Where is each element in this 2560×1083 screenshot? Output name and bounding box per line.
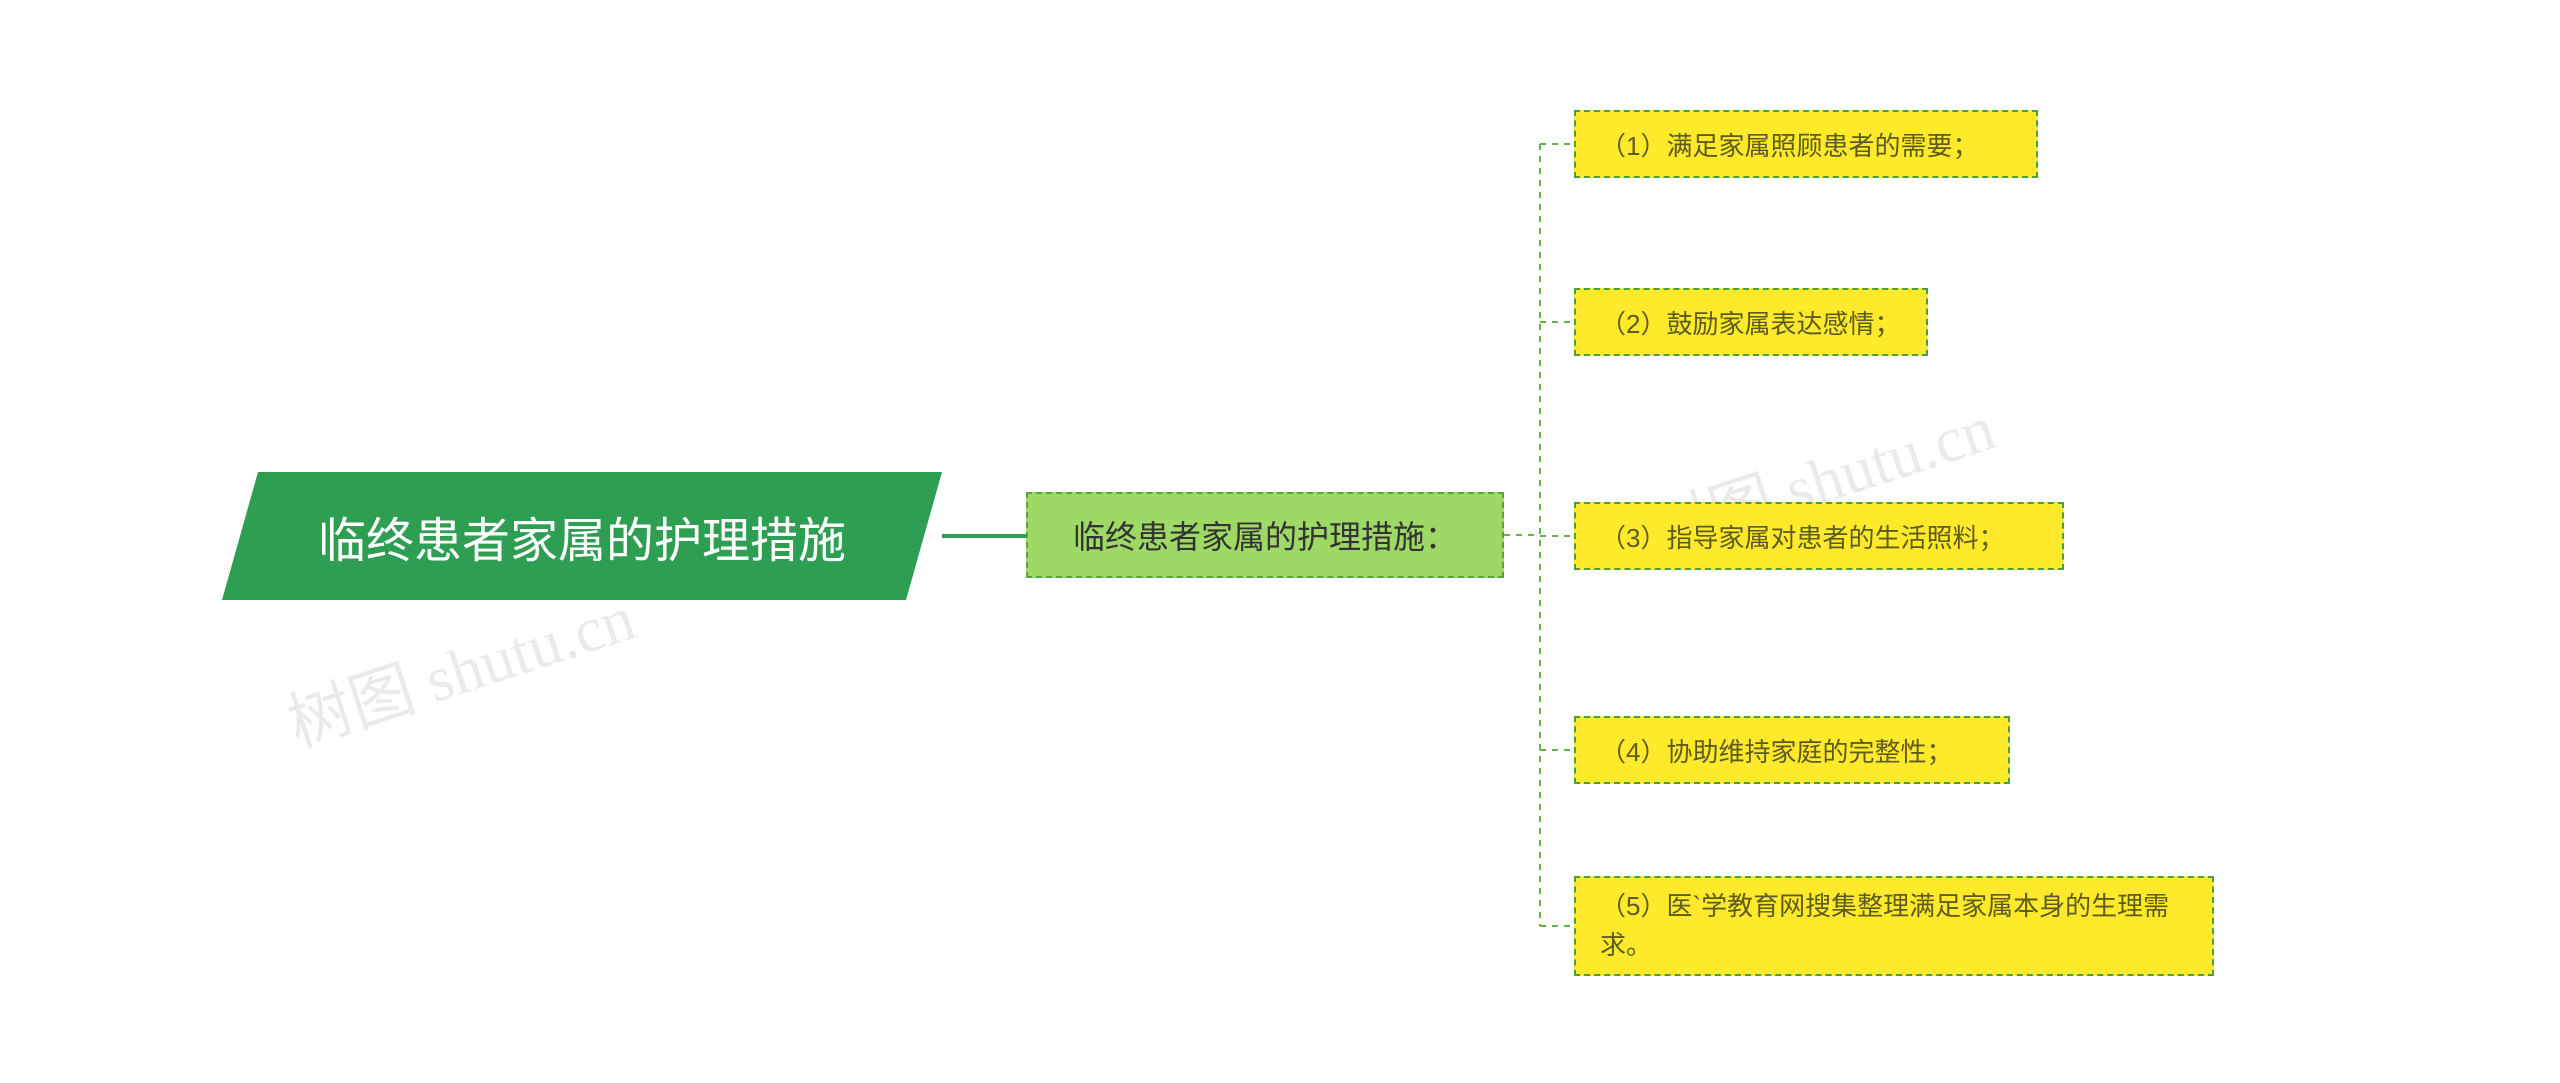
leaf-node-4: （4）协助维持家庭的完整性； (1574, 716, 2010, 784)
mindmap-canvas: 树图 shutu.cn树图 shutu.cn 临终患者家属的护理措施 临终患者家… (0, 0, 2560, 1083)
leaf-text: （3）指导家属对患者的生活照料； (1600, 518, 2004, 555)
leaf-text: （4）协助维持家庭的完整性； (1600, 732, 1952, 769)
root-text: 临终患者家属的护理措施 (318, 501, 846, 571)
leaf-text: （2）鼓励家属表达感情； (1600, 304, 1900, 341)
root-node: 临终患者家属的护理措施 (222, 472, 942, 600)
leaf-text: （1）满足家属照顾患者的需要； (1600, 126, 1978, 163)
leaf-node-3: （3）指导家属对患者的生活照料； (1574, 502, 2064, 570)
leaf-text: （5）医`学教育网搜集整理满足家属本身的生理需求。 (1600, 887, 2188, 965)
mid-text: 临终患者家属的护理措施： (1073, 512, 1457, 558)
mid-node: 临终患者家属的护理措施： (1026, 492, 1504, 578)
leaf-node-2: （2）鼓励家属表达感情； (1574, 288, 1928, 356)
leaf-node-5: （5）医`学教育网搜集整理满足家属本身的生理需求。 (1574, 876, 2214, 976)
leaf-node-1: （1）满足家属照顾患者的需要； (1574, 110, 2038, 178)
